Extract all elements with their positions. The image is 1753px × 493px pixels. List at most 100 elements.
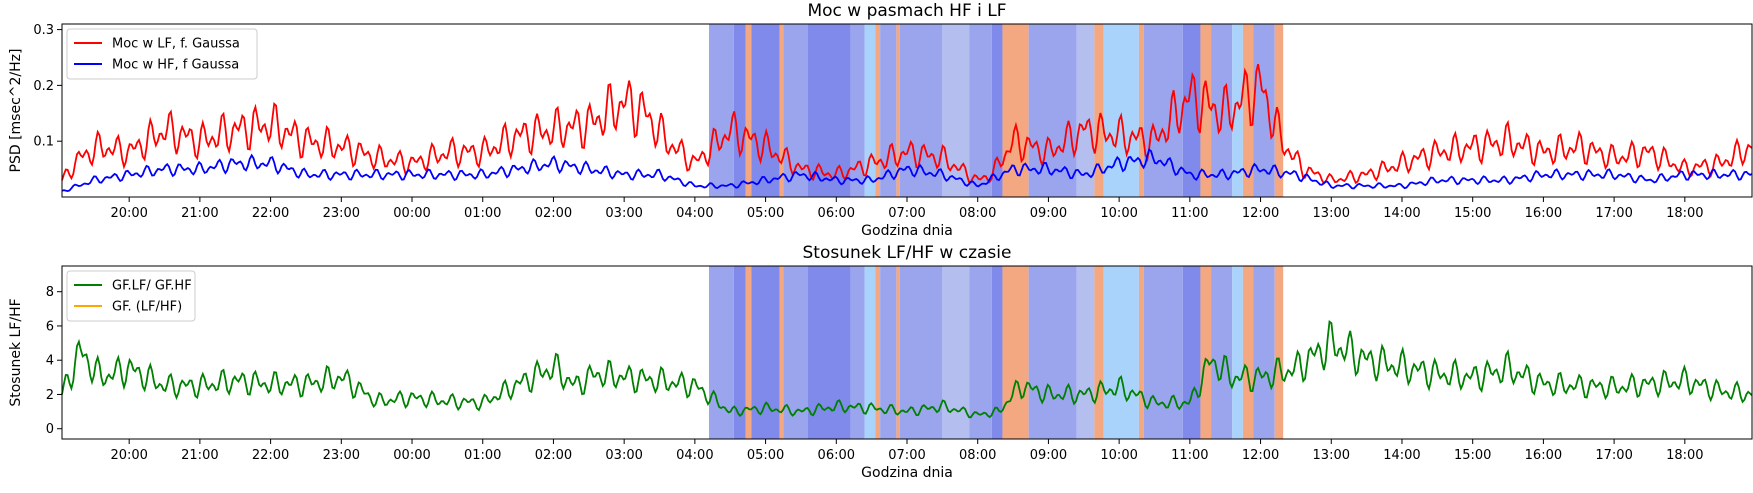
psd-band-3 [751,24,780,197]
ratio-legend: GF.LF/ GF.HF GF. (LF/HF) [66,270,196,322]
psd-x-tick-label-9: 05:00 [747,206,784,221]
psd-x-tick-label-12: 08:00 [959,206,996,221]
ratio-band-4 [779,266,784,439]
psd-band-24 [1200,24,1212,197]
ratio-band-20 [1103,266,1139,439]
psd-x-tick-label-19: 15:00 [1454,206,1491,221]
psd-band-20 [1103,24,1139,197]
psd-x-tick-label-5: 01:00 [464,206,501,221]
psd-band-21 [1138,24,1144,197]
psd-x-tick-label-15: 11:00 [1171,206,1208,221]
psd-x-tick-label-22: 18:00 [1666,206,1703,221]
ratio-band-25 [1211,266,1233,439]
psd-x-tick-label-20: 16:00 [1525,206,1562,221]
ratio-band-23 [1182,266,1201,439]
ratio-band-19 [1094,266,1104,439]
ratio-band-12 [899,266,943,439]
psd-x-tick-label-21: 17:00 [1595,206,1632,221]
psd-band-26 [1232,24,1243,197]
psd-band-17 [1028,24,1077,197]
ratio-band-2 [745,266,752,439]
ratio-x-tick-label-17: 13:00 [1313,448,1350,463]
ratio-x-tick-label-20: 16:00 [1525,448,1562,463]
psd-x-tick-label-14: 10:00 [1100,206,1137,221]
psd-x-tick-label-11: 07:00 [888,206,925,221]
ratio-y-tick-label-3: 6 [46,319,54,334]
ratio-ylabel: Stosunek LF/HF [8,298,24,406]
psd-x-tick-label-4: 00:00 [393,206,430,221]
ratio-x-tick-label-7: 03:00 [605,448,642,463]
psd-y-tick-label-0: 0.1 [33,135,54,150]
ratio-band-1 [733,266,746,439]
psd-ylabel: PSD [msec^2/Hz] [8,49,24,173]
ratio-x-tick-label-2: 22:00 [252,448,289,463]
ratio-legend-box [66,270,196,322]
ratio-x-tick-label-0: 20:00 [110,448,147,463]
ratio-series-line-0 [61,320,1753,419]
ratio-band-22 [1143,266,1183,439]
ratio-band-17 [1028,266,1077,439]
psd-x-tick-label-0: 20:00 [110,206,147,221]
psd-x-tick-label-13: 09:00 [1030,206,1067,221]
psd-x-tick-label-1: 21:00 [181,206,218,221]
ratio-x-tick-label-6: 02:00 [535,448,572,463]
ratio-x-tick-label-1: 21:00 [181,448,218,463]
ratio-x-tick-label-9: 05:00 [747,448,784,463]
psd-band-5 [783,24,809,197]
ratio-y-tick-label-0: 0 [46,422,54,437]
ratio-band-9 [875,266,881,439]
ratio-band-26 [1232,266,1243,439]
ratio-band-21 [1138,266,1144,439]
psd-band-19 [1094,24,1104,197]
psd-y-tick-label-2: 0.3 [33,23,54,38]
ratio-x-tick-label-13: 09:00 [1030,448,1067,463]
psd-x-tick-label-8: 04:00 [676,206,713,221]
ratio-x-tick-label-11: 07:00 [888,448,925,463]
psd-band-15 [991,24,1003,197]
ratio-band-11 [896,266,900,439]
psd-band-18 [1076,24,1095,197]
ratio-x-tick-label-5: 01:00 [464,448,501,463]
ratio-xlabel: Godzina dnia [861,465,953,481]
ratio-band-18 [1076,266,1095,439]
ratio-band-29 [1274,266,1284,439]
ratio-y-tick-label-2: 4 [46,354,54,369]
ratio-legend-label-1: GF. (LF/HF) [112,300,182,315]
psd-series-line-0 [61,63,1753,185]
ratio-band-24 [1200,266,1212,439]
psd-band-2 [745,24,752,197]
psd-axes: 20:00 21:00 22:00 23:00 00:00 01:00 02:00 03:00… [8,1,1753,239]
ratio-legend-label-0: GF.LF/ GF.HF [112,279,192,294]
psd-band-4 [779,24,784,197]
psd-xlabel: Godzina dnia [861,223,953,239]
ratio-x-tick-label-12: 08:00 [959,448,996,463]
psd-band-12 [899,24,943,197]
ratio-band-28 [1253,266,1275,439]
psd-x-tick-label-18: 14:00 [1383,206,1420,221]
ratio-x-tick-label-21: 17:00 [1595,448,1632,463]
psd-title: Moc w pasmach HF i LF [807,1,1006,21]
ratio-x-tick-label-3: 23:00 [323,448,360,463]
ratio-band-3 [751,266,780,439]
psd-band-23 [1182,24,1201,197]
psd-band-11 [896,24,900,197]
ratio-band-27 [1242,266,1254,439]
ratio-band-13 [942,266,970,439]
psd-x-tick-label-2: 22:00 [252,206,289,221]
ratio-x-tick-label-14: 10:00 [1100,448,1137,463]
psd-x-tick-label-7: 03:00 [605,206,642,221]
ratio-x-tick-label-8: 04:00 [676,448,713,463]
ratio-band-14 [969,266,992,439]
psd-legend-label-1: Moc w HF, f Gaussa [112,58,239,73]
psd-band-8 [864,24,876,197]
psd-series-line-1 [61,148,1753,193]
ratio-x-tick-label-4: 00:00 [393,448,430,463]
psd-x-tick-label-10: 06:00 [818,206,855,221]
psd-x-tick-label-16: 12:00 [1242,206,1279,221]
ratio-band-0 [709,266,734,439]
psd-band-9 [875,24,881,197]
psd-band-14 [969,24,992,197]
ratio-x-tick-label-10: 06:00 [818,448,855,463]
ratio-band-16 [1002,266,1029,439]
